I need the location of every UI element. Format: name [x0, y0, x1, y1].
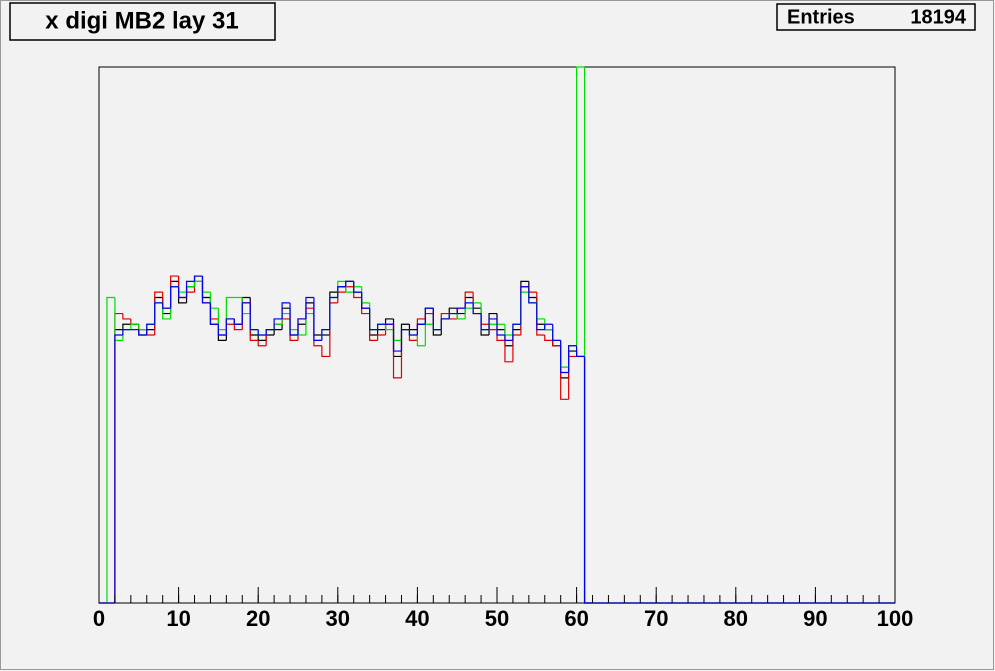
histogram-step	[583, 356, 593, 604]
histogram-step	[552, 324, 561, 341]
x-tick-label: 90	[803, 606, 827, 631]
histograms	[99, 66, 895, 604]
histogram-step	[377, 323, 386, 330]
stats-value: 18194	[910, 6, 966, 28]
histogram-step	[138, 329, 147, 336]
histogram-step	[170, 286, 179, 309]
histogram-step	[488, 318, 497, 330]
histogram-step	[241, 302, 251, 325]
x-tick-label: 100	[877, 606, 914, 631]
x-tick-label: 50	[485, 606, 509, 631]
histogram-step	[544, 323, 553, 330]
histogram-step	[178, 286, 187, 299]
histogram-step	[225, 318, 235, 335]
histogram-step	[321, 345, 330, 358]
histogram-step	[472, 302, 482, 315]
histogram-step	[162, 302, 171, 309]
histogram-step	[576, 66, 585, 346]
histogram-step	[289, 302, 298, 336]
histogram-step	[456, 307, 466, 314]
histogram-step	[568, 345, 577, 373]
x-tick-label: 20	[246, 606, 270, 631]
histogram-step	[185, 280, 195, 298]
histogram-step	[345, 280, 354, 287]
histogram-step	[456, 313, 466, 320]
histogram-step	[440, 318, 450, 330]
title-box	[9, 2, 276, 41]
histogram-step	[504, 340, 513, 363]
x-tick-label: 70	[644, 606, 668, 631]
x-tick-label: 80	[724, 606, 748, 631]
histogram-step	[432, 308, 442, 331]
histogram-step	[122, 323, 131, 330]
histogram-step	[130, 323, 139, 330]
x-tick-label: 0	[93, 606, 105, 631]
histogram-step	[122, 313, 131, 320]
histogram-step	[392, 324, 402, 352]
histogram-step	[122, 329, 131, 335]
histogram-step	[496, 318, 505, 336]
chart-title: x digi MB2 lay 31	[45, 7, 238, 34]
histogram-step	[154, 302, 163, 325]
histogram-step	[377, 334, 386, 341]
histogram-step	[384, 324, 394, 331]
histogram-step	[329, 296, 338, 330]
histogram-step	[265, 329, 275, 335]
histogram-step	[305, 296, 314, 319]
histogram-step	[464, 302, 474, 309]
histogram-step	[576, 345, 585, 358]
histogram-step	[552, 340, 561, 347]
histogram-step	[233, 318, 243, 325]
histogram-step	[560, 340, 569, 374]
histogram-step	[400, 329, 410, 352]
histogram-step	[424, 307, 434, 325]
histogram-step	[520, 286, 529, 325]
x-tick-label: 40	[405, 606, 429, 631]
histogram-step	[281, 302, 291, 319]
histogram-step	[297, 318, 306, 335]
x-tick-label: 60	[564, 606, 588, 631]
histogram-step	[114, 334, 123, 603]
histogram-step	[146, 323, 155, 335]
histogram-step	[249, 302, 259, 331]
histogram-step	[217, 324, 227, 336]
histogram-step	[544, 335, 553, 341]
stats-box	[776, 3, 976, 31]
histogram-step	[201, 276, 211, 304]
histogram-step	[480, 313, 490, 331]
stats-label: Entries	[787, 6, 855, 28]
histogram-step	[448, 312, 458, 319]
histogram-step	[193, 275, 203, 282]
histogram-step	[257, 340, 267, 347]
histogram-step	[536, 302, 545, 331]
histogram-step	[106, 296, 115, 603]
histogram-step	[337, 286, 346, 298]
histogram-step	[361, 292, 370, 309]
histogram-step	[504, 335, 513, 341]
histogram-step	[408, 329, 418, 336]
histogram-step	[257, 329, 267, 336]
histogram-step	[416, 323, 426, 335]
histogram-step	[321, 329, 330, 341]
x-axis: 0 10 20 30 40 50 60 70 80 90 100	[93, 587, 913, 631]
histogram-step	[313, 297, 322, 341]
histogram-step	[528, 286, 537, 304]
histogram-step	[369, 308, 378, 331]
histogram-step	[273, 318, 283, 330]
x-tick-label: 30	[326, 606, 350, 631]
histogram-step	[233, 324, 243, 331]
histogram-step	[353, 281, 362, 293]
histogram-step	[416, 335, 426, 347]
histogram-step	[512, 323, 521, 341]
x-tick-label: 10	[166, 606, 190, 631]
histogram-step	[209, 302, 219, 325]
